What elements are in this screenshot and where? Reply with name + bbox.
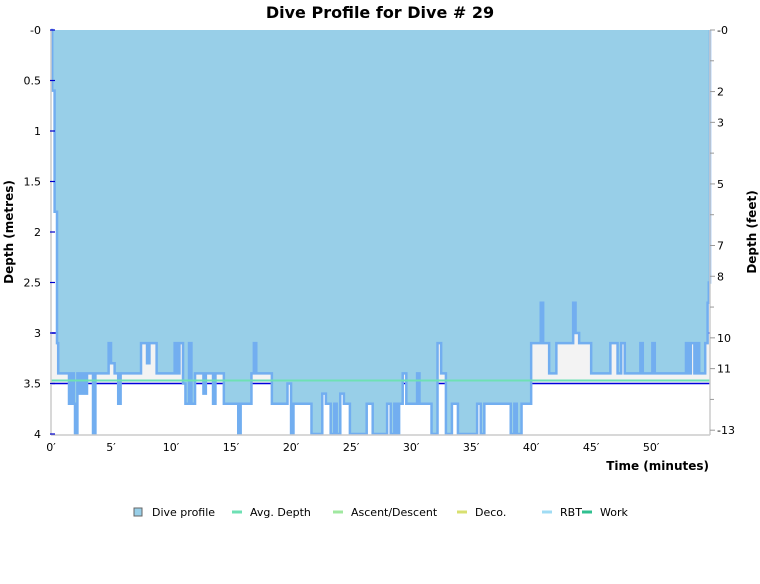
y-right-tick-label: 2 [717, 86, 724, 99]
x-tick-label: 45′ [583, 441, 600, 454]
y-tick-label: 3 [34, 327, 41, 340]
y-right-tick-label: 3 [717, 116, 724, 129]
y-right-tick-label: 7 [717, 239, 724, 252]
x-tick-label: 30′ [403, 441, 420, 454]
y-axis-label: Depth (metres) [2, 180, 16, 284]
legend-label: Avg. Depth [250, 506, 311, 519]
y-right-axis-label: Depth (feet) [745, 190, 759, 273]
y-right-tick-label: -13 [717, 424, 735, 437]
legend-label: Deco. [475, 506, 506, 519]
legend-label: Dive profile [152, 506, 215, 519]
legend-swatch-dive-profile [133, 507, 143, 517]
x-tick-label: 5′ [106, 441, 116, 454]
axes: -0 0.5 1 1.5 2 2.5 3 3.5 4 -0 2 3 5 7 8 10 11 -13 0′ 5′ 10′ 1… [24, 24, 735, 454]
legend-label: Work [600, 506, 628, 519]
x-tick-label: 0′ [46, 441, 56, 454]
y-tick-label: 0.5 [24, 75, 42, 88]
chart-title: Dive Profile for Dive # 29 [266, 3, 494, 22]
y-right-tick-label: -0 [717, 24, 728, 37]
y-right-tick-label: 5 [717, 178, 724, 191]
x-tick-label: 15′ [223, 441, 240, 454]
dive-profile-line [50, 28, 712, 436]
y-right-tick-label: 11 [717, 363, 731, 376]
x-tick-label: 10′ [163, 441, 180, 454]
legend-label: Ascent/Descent [351, 506, 438, 519]
legend: Dive profile Avg. Depth Ascent/Descent Deco… [133, 506, 628, 519]
y-right-tick-label: 10 [717, 332, 731, 345]
x-tick-label: 35′ [463, 441, 480, 454]
x-tick-label: 25′ [343, 441, 360, 454]
y-right-tick-label: 8 [717, 270, 724, 283]
y-tick-label: 4 [34, 428, 41, 441]
y-tick-label: 2.5 [24, 277, 42, 290]
legend-label: RBT [560, 506, 582, 519]
x-tick-label: 50′ [643, 441, 660, 454]
x-axis-label: Time (minutes) [606, 459, 709, 473]
y-tick-label: 1.5 [24, 176, 42, 189]
y-tick-label: 3.5 [24, 378, 42, 391]
x-tick-label: 40′ [523, 441, 540, 454]
y-tick-label: -0 [30, 24, 41, 37]
y-tick-label: 2 [34, 226, 41, 239]
plot-area [50, 28, 712, 436]
x-tick-label: 20′ [283, 441, 300, 454]
dive-profile-area [51, 30, 710, 434]
y-tick-label: 1 [34, 125, 41, 138]
